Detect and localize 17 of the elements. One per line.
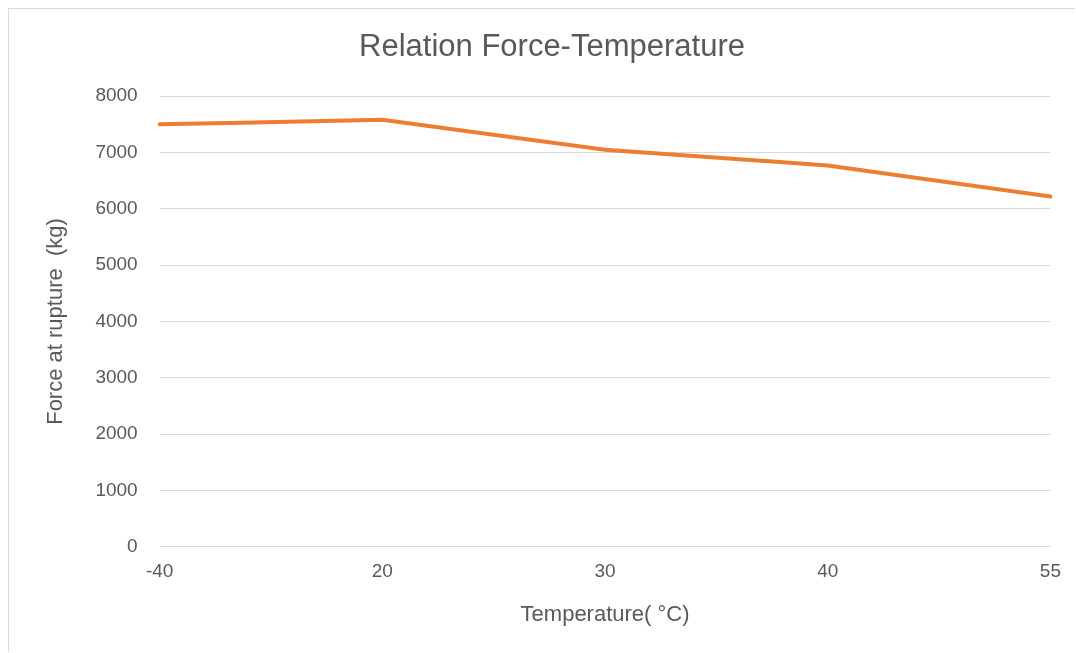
y-tick-label: 8000: [95, 84, 138, 106]
x-tick-label: -40: [145, 560, 174, 582]
y-tick-label: 4000: [95, 309, 138, 331]
x-tick-label: 55: [1039, 560, 1061, 582]
x-axis-title: Temperature( °C): [520, 600, 690, 626]
x-tick-label: 40: [817, 560, 839, 582]
chart-title: Relation Force-Temperature: [359, 28, 745, 64]
x-tick-label: 30: [594, 560, 616, 582]
y-tick-label: 0: [127, 535, 138, 557]
x-tick-label: 20: [371, 560, 393, 582]
y-tick-label: 1000: [95, 478, 138, 500]
y-tick-label: 6000: [95, 197, 138, 219]
y-tick-label: 3000: [95, 366, 138, 388]
y-axis-title: Force at rupture (kg): [42, 218, 68, 425]
y-tick-label: 5000: [95, 253, 138, 275]
y-tick-label: 7000: [95, 140, 138, 162]
y-tick-label: 2000: [95, 422, 138, 444]
